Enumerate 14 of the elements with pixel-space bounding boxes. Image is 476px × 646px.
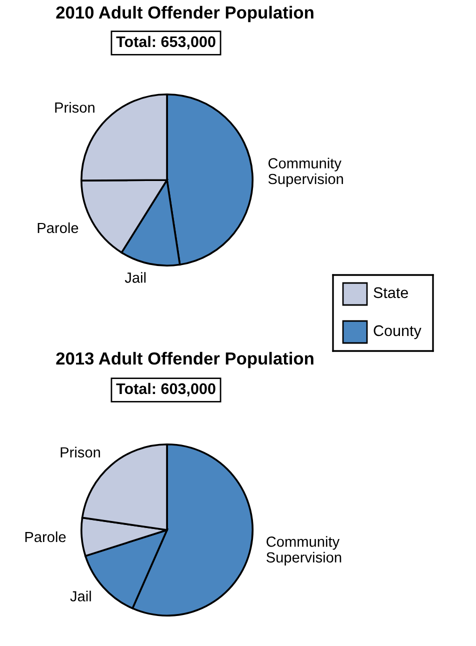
slice-label: Parole (25, 531, 66, 542)
slice-label: Community Supervision (268, 158, 343, 188)
text: Total: 603,000 (116, 382, 216, 396)
text: County (374, 325, 422, 340)
slice-label: Prison (60, 446, 100, 458)
slice-label: Jail (70, 590, 91, 602)
slice-label: Community Supervision (266, 536, 342, 566)
text: State (374, 287, 408, 298)
slice-label: Jail (124, 272, 146, 283)
slice-label: Prison (55, 102, 94, 113)
chart-title: 2010 Adult Offender Population (56, 6, 314, 22)
text: Total: 653,000 (116, 36, 216, 50)
chart-title: 2013 Adult Offender Population (56, 352, 314, 368)
slice-label: Parole (38, 222, 78, 234)
